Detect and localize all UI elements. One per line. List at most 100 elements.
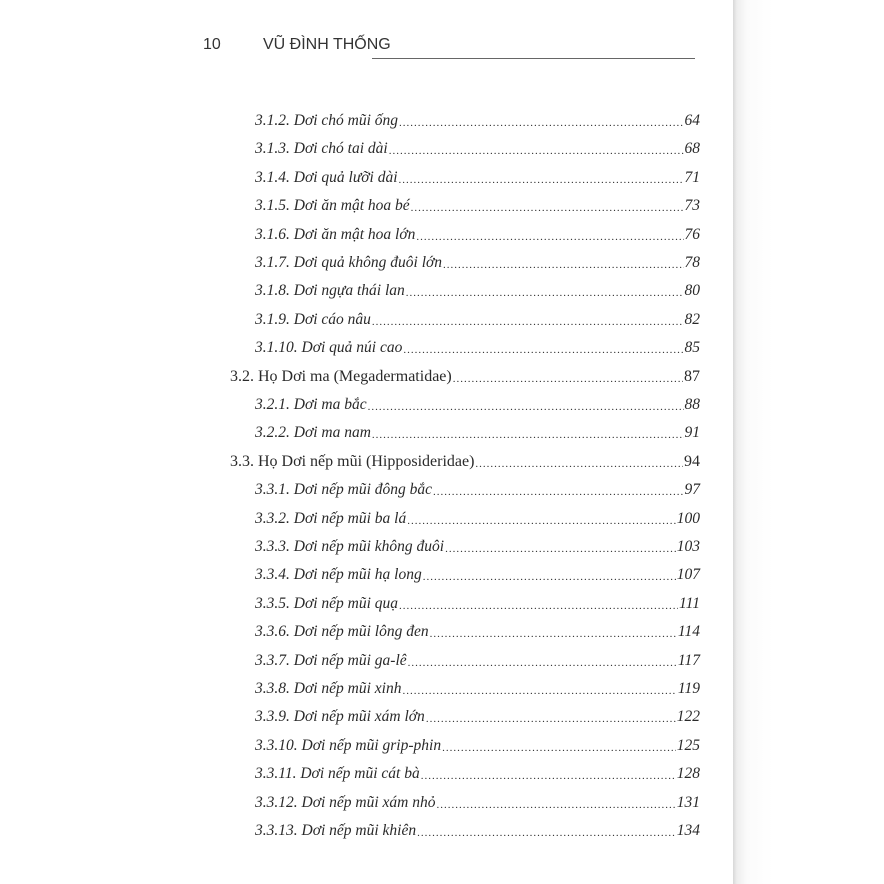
toc-entry-label: 3.3.10. Dơi nếp mũi grip-phin — [255, 736, 442, 754]
toc-entry-page: 114 — [677, 623, 700, 641]
toc-entry: 3.2. Họ Dơi ma (Megadermatidae) 87 — [230, 362, 700, 386]
toc-leader-dots — [372, 315, 684, 329]
toc-entry: 3.3.7. Dơi nếp mũi ga-lê 117 — [255, 646, 700, 670]
toc-entry-page: 97 — [684, 481, 701, 499]
toc-entry-label: 3.3.1. Dơi nếp mũi đông bắc — [255, 481, 433, 499]
toc-entry: 3.1.10. Dơi quả núi cao 85 — [255, 333, 700, 357]
toc-entry-page: 119 — [677, 680, 700, 697]
toc-leader-dots — [403, 343, 683, 357]
toc-leader-dots — [421, 769, 676, 783]
toc-entry: 3.1.9. Dơi cáo nâu 82 — [255, 305, 700, 329]
toc-entry-label: 3.1.7. Dơi quả không đuôi lớn — [255, 254, 443, 271]
toc-leader-dots — [399, 173, 684, 187]
toc-entry-label: 3.3.7. Dơi nếp mũi ga-lê — [255, 651, 407, 669]
running-header: 10 VŨ ĐÌNH THỐNG — [203, 34, 695, 64]
toc-entry-label: 3.3.11. Dơi nếp mũi cát bà — [255, 765, 420, 783]
toc-entry-label: 3.3.13. Dơi nếp mũi khiên — [255, 822, 417, 839]
toc-leader-dots — [453, 372, 683, 386]
toc-entry: 3.3.2. Dơi nếp mũi ba lá 100 — [255, 504, 700, 528]
toc-leader-dots — [423, 570, 676, 584]
toc-entry: 3.1.7. Dơi quả không đuôi lớn 78 — [255, 248, 700, 272]
toc-leader-dots — [408, 656, 677, 670]
toc-entry-page: 87 — [684, 367, 700, 385]
toc-entry-page: 88 — [684, 396, 701, 413]
toc-leader-dots — [436, 798, 675, 812]
toc-entry-page: 80 — [684, 282, 701, 300]
toc-entry: 3.3.8. Dơi nếp mũi xinh 119 — [255, 674, 700, 698]
toc-entry: 3.2.1. Dơi ma bắc 88 — [255, 390, 700, 414]
toc-entry-page: 85 — [684, 339, 701, 357]
toc-entry: 3.3.3. Dơi nếp mũi không đuôi 103 — [255, 532, 700, 556]
page-edge-shadow — [733, 0, 884, 884]
toc-leader-dots — [411, 201, 684, 215]
toc-leader-dots — [416, 230, 683, 244]
toc-entry-page: 134 — [676, 822, 700, 839]
toc-entry-label: 3.3.6. Dơi nếp mũi lông đen — [255, 623, 429, 641]
toc-leader-dots — [389, 144, 684, 158]
toc-entry: 3.3.11. Dơi nếp mũi cát bà 128 — [255, 759, 700, 783]
toc-leader-dots — [442, 741, 676, 755]
toc-entry-label: 3.1.10. Dơi quả núi cao — [255, 339, 403, 357]
toc-leader-dots — [368, 400, 684, 414]
toc-entry-page: 94 — [684, 452, 700, 470]
toc-entry: 3.1.3. Dơi chó tai dài 68 — [255, 134, 700, 158]
toc-entry-page: 131 — [676, 793, 700, 811]
toc-entry-page: 111 — [679, 594, 700, 612]
toc-entry: 3.1.8. Dơi ngựa thái lan 80 — [255, 276, 700, 300]
toc-leader-dots — [402, 684, 676, 698]
toc-entry: 3.1.6. Dơi ăn mật hoa lớn 76 — [255, 220, 700, 244]
toc-entry-label: 3.1.8. Dơi ngựa thái lan — [255, 282, 405, 300]
toc-entry: 3.3.4. Dơi nếp mũi hạ long 107 — [255, 560, 700, 584]
toc-entry-label: 3.3.4. Dơi nếp mũi hạ long — [255, 566, 422, 584]
toc-entry: 3.3.5. Dơi nếp mũi quạ 111 — [255, 589, 700, 613]
toc-entry-label: 3.1.6. Dơi ăn mật hoa lớn — [255, 225, 416, 243]
toc-entry-page: 107 — [676, 566, 700, 584]
toc-entry: 3.3.10. Dơi nếp mũi grip-phin 125 — [255, 731, 700, 755]
toc-entry-label: 3.3.12. Dơi nếp mũi xám nhỏ — [255, 793, 436, 811]
toc-leader-dots — [372, 428, 684, 442]
toc-entry-label: 3.1.4. Dơi quả lưỡi dài — [255, 168, 398, 186]
toc-leader-dots — [443, 258, 683, 272]
toc-entry: 3.1.4. Dơi quả lưỡi dài 71 — [255, 163, 700, 187]
toc-entry-label: 3.3.2. Dơi nếp mũi ba lá — [255, 509, 407, 527]
toc-leader-dots — [433, 485, 683, 499]
toc-leader-dots — [399, 116, 683, 130]
toc-entry-label: 3.2.2. Dơi ma nam — [255, 424, 371, 442]
toc-leader-dots — [407, 514, 676, 528]
running-header-author: VŨ ĐÌNH THỐNG — [263, 36, 391, 53]
page-number: 10 — [203, 36, 221, 53]
toc-entry: 3.3.13. Dơi nếp mũi khiên 134 — [255, 816, 700, 840]
toc-leader-dots — [417, 826, 676, 840]
toc-entry-label: 3.1.5. Dơi ăn mật hoa bé — [255, 197, 410, 215]
toc-entry-page: 78 — [684, 254, 701, 271]
toc-entry-page: 128 — [676, 765, 700, 783]
header-rule — [372, 58, 695, 59]
toc-leader-dots — [430, 627, 677, 641]
toc-entry: 3.3. Họ Dơi nếp mũi (Hipposideridae) 94 — [230, 447, 700, 471]
toc-entry-page: 76 — [684, 225, 701, 243]
toc-entry: 3.2.2. Dơi ma nam 91 — [255, 418, 700, 442]
toc-entry: 3.3.6. Dơi nếp mũi lông đen 114 — [255, 617, 700, 641]
toc-leader-dots — [426, 712, 676, 726]
toc-entry-page: 91 — [684, 424, 701, 442]
toc-entry-page: 64 — [684, 112, 701, 129]
toc-leader-dots — [406, 286, 684, 300]
toc-entry: 3.1.5. Dơi ăn mật hoa bé 73 — [255, 191, 700, 215]
toc-entry-label: 3.2. Họ Dơi ma (Megadermatidae) — [230, 367, 452, 385]
toc-entry-label: 3.1.2. Dơi chó mũi ống — [255, 112, 399, 129]
toc-entry-page: 117 — [677, 651, 700, 669]
toc-entry: 3.3.9. Dơi nếp mũi xám lớn 122 — [255, 702, 700, 726]
toc-entry-page: 82 — [684, 310, 701, 328]
toc-entry-page: 68 — [684, 140, 701, 158]
toc-entry-label: 3.2.1. Dơi ma bắc — [255, 396, 367, 413]
toc-entry-page: 71 — [684, 168, 701, 186]
toc-entry-label: 3.3.5. Dơi nếp mũi quạ — [255, 594, 399, 612]
toc-entry-label: 3.1.9. Dơi cáo nâu — [255, 310, 371, 328]
toc-entry-label: 3.1.3. Dơi chó tai dài — [255, 140, 388, 158]
toc-entry-page: 122 — [676, 708, 700, 726]
toc-leader-dots — [445, 542, 676, 556]
toc-entry-page: 100 — [676, 509, 700, 527]
toc-entry-page: 73 — [684, 197, 701, 215]
toc-entry-label: 3.3.8. Dơi nếp mũi xinh — [255, 680, 402, 697]
toc-entry: 3.3.12. Dơi nếp mũi xám nhỏ 131 — [255, 788, 700, 812]
